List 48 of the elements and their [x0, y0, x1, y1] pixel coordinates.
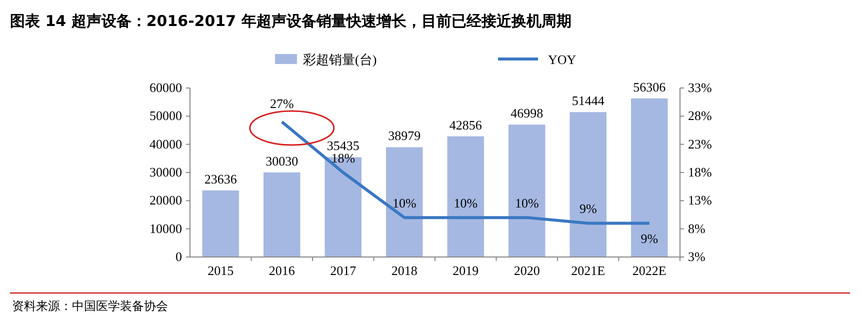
x-tick-label: 2020	[514, 263, 540, 278]
y2-tick-label: 33%	[688, 80, 712, 95]
bar	[508, 124, 546, 257]
x-tick-label: 2019	[452, 263, 479, 278]
data-label: 10%	[514, 196, 539, 211]
y-tick-label: 0	[176, 249, 182, 264]
data-label: 10%	[392, 196, 416, 211]
data-label: 42856	[449, 117, 482, 132]
bar	[264, 172, 300, 257]
data-label: 30030	[266, 153, 298, 168]
y-tick-label: 50000	[150, 108, 182, 124]
bar	[202, 190, 239, 257]
x-tick-label: 2022E	[632, 263, 666, 278]
y2-tick-label: 8%	[688, 220, 706, 236]
data-label: 23636	[204, 171, 238, 186]
bar	[631, 98, 668, 257]
y-tick-label: 40000	[150, 136, 182, 152]
data-label: 27%	[270, 96, 294, 111]
bar	[447, 136, 484, 257]
y-tick-label: 10000	[150, 220, 182, 236]
data-label: 51444	[572, 93, 605, 108]
data-label: 56306	[633, 79, 666, 94]
legend-label: 彩超销量(台)	[303, 52, 377, 67]
y-tick-label: 30000	[150, 164, 182, 180]
bar	[570, 112, 606, 257]
x-tick-label: 2015	[208, 263, 234, 278]
data-label: 46998	[510, 106, 544, 121]
chart-title: 图表 14 超声设备：2016-2017 年超声设备销量快速增长，目前已经接近换机周期	[10, 12, 572, 30]
y2-tick-label: 13%	[688, 192, 712, 208]
y2-tick-label: 28%	[688, 108, 712, 124]
y-tick-label: 60000	[150, 80, 182, 95]
data-label: 38979	[388, 128, 421, 144]
data-label: 9%	[579, 201, 597, 216]
data-label: 10%	[454, 196, 478, 211]
y-tick-label: 20000	[150, 192, 182, 208]
x-tick-label: 2016	[268, 263, 296, 278]
data-label: 18%	[331, 150, 356, 166]
legend-label: YOY	[548, 52, 577, 67]
x-tick-label: 2017	[330, 263, 357, 278]
bar	[386, 147, 423, 257]
text: 资料来源：中国医学装备协会	[12, 299, 168, 313]
data-label: 35435	[326, 138, 360, 154]
y2-tick-label: 3%	[688, 249, 706, 264]
y2-tick-label: 18%	[688, 164, 712, 180]
x-tick-label: 2018	[391, 263, 418, 278]
x-tick-label: 2021E	[571, 263, 606, 278]
y2-tick-label: 23%	[688, 136, 712, 152]
data-label: 9%	[640, 231, 658, 246]
